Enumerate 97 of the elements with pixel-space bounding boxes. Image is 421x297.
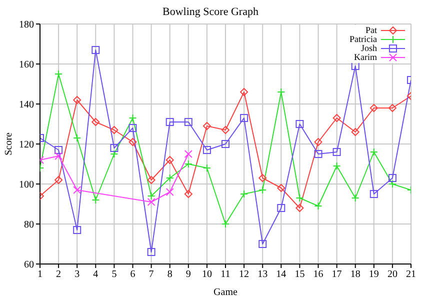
point <box>128 114 137 122</box>
x-tick-label: 3 <box>74 269 80 280</box>
point <box>296 120 304 128</box>
point <box>184 118 192 126</box>
point <box>277 184 286 192</box>
x-tick-label: 20 <box>387 269 398 280</box>
point <box>332 114 341 122</box>
point <box>202 164 211 172</box>
point <box>73 226 82 234</box>
point <box>110 126 118 134</box>
point <box>73 186 82 194</box>
y-tick-label: 180 <box>19 20 34 31</box>
point <box>296 194 304 202</box>
point <box>277 204 286 212</box>
point <box>370 190 378 198</box>
point <box>166 156 174 164</box>
point <box>277 88 286 96</box>
point <box>332 148 341 156</box>
x-tick-label: 6 <box>130 269 136 280</box>
x-tick-label: 9 <box>186 269 191 280</box>
point <box>240 88 248 96</box>
point <box>128 124 137 132</box>
x-tick-label: 15 <box>294 269 305 280</box>
point <box>222 140 230 148</box>
point <box>184 160 192 168</box>
x-tick-label: 1 <box>38 269 42 280</box>
point <box>166 174 174 182</box>
point <box>258 186 267 194</box>
point <box>147 192 156 200</box>
point <box>110 144 118 152</box>
point <box>258 240 267 248</box>
point <box>73 134 82 142</box>
y-tick-label: 80 <box>24 220 34 231</box>
x-tick-label: 11 <box>220 269 230 280</box>
legend-label: Pat <box>365 25 377 35</box>
point <box>92 196 100 204</box>
x-tick-label: 16 <box>313 269 324 280</box>
legend-label: Josh <box>360 43 377 53</box>
point <box>54 70 63 78</box>
y-tick-label: 160 <box>19 60 34 71</box>
point <box>351 194 360 202</box>
point <box>73 96 82 104</box>
point <box>370 104 378 112</box>
y-tick-label: 100 <box>19 180 34 191</box>
point <box>184 150 192 158</box>
x-tick-label: 17 <box>332 269 342 280</box>
chart-title: Bowling Score Graph <box>162 6 260 18</box>
point <box>147 176 156 184</box>
point <box>128 138 137 146</box>
point <box>166 118 174 126</box>
point <box>202 146 211 154</box>
x-tick-label: 21 <box>406 269 416 280</box>
point <box>54 176 63 184</box>
x-axis-title: Game <box>214 287 238 297</box>
point <box>388 180 396 188</box>
point <box>147 198 156 206</box>
x-tick-label: 5 <box>112 269 117 280</box>
x-tick-label: 10 <box>202 269 212 280</box>
point <box>351 62 360 70</box>
point <box>202 122 211 130</box>
point <box>240 190 248 198</box>
y-tick-label: 140 <box>19 100 34 111</box>
point <box>222 126 230 134</box>
legend-label: Karim <box>354 52 377 62</box>
point <box>388 174 396 182</box>
point <box>54 152 63 160</box>
point <box>92 46 100 54</box>
point <box>351 128 360 136</box>
x-tick-label: 19 <box>368 269 379 280</box>
x-tick-label: 2 <box>56 269 62 280</box>
point <box>370 148 378 156</box>
point <box>296 204 304 212</box>
point <box>166 188 174 196</box>
point <box>222 220 230 228</box>
point <box>314 138 322 146</box>
x-tick-label: 12 <box>239 269 250 280</box>
x-tick-label: 8 <box>167 269 172 280</box>
point <box>54 146 63 154</box>
point <box>388 104 396 112</box>
y-axis-title: Score <box>4 132 15 156</box>
point <box>184 190 192 198</box>
point <box>240 114 248 122</box>
x-tick-label: 14 <box>276 269 286 280</box>
point <box>314 202 322 210</box>
y-tick-label: 120 <box>19 140 34 151</box>
x-tick-label: 4 <box>93 269 98 280</box>
legend-label: Patricia <box>350 34 377 44</box>
point <box>332 162 341 170</box>
y-tick-label: 60 <box>24 260 34 271</box>
point <box>92 118 100 126</box>
point <box>314 150 322 158</box>
x-tick-label: 7 <box>148 269 154 280</box>
point <box>147 248 156 256</box>
x-tick-label: 18 <box>350 269 360 280</box>
x-tick-label: 13 <box>258 269 268 280</box>
point <box>110 150 118 158</box>
point <box>258 174 267 182</box>
